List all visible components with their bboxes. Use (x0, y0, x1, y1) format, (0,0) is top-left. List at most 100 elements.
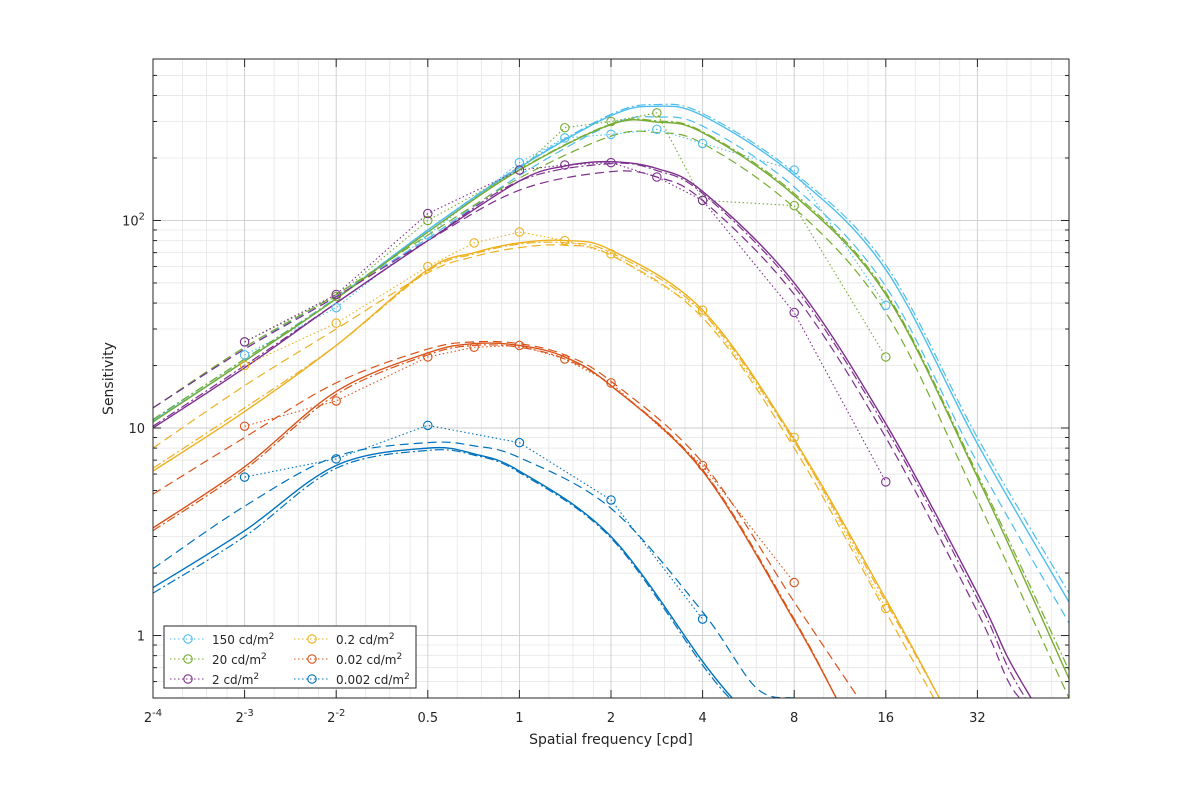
x-tick-label: 2-4 (144, 708, 162, 726)
series-5-model-solid-line (153, 446, 733, 698)
series-1-data-point (606, 116, 616, 127)
legend-label-3: 0.2 cd/m2 (336, 632, 395, 647)
series-4-data-point (606, 378, 616, 388)
series-5-model-dashed-line (153, 441, 795, 698)
series-3-data-point (881, 603, 891, 614)
x-tick-label: 2 (607, 711, 615, 726)
series-0-data-point (652, 124, 662, 135)
legend-marker-3 (307, 634, 317, 644)
y-tick-label: 102 (122, 211, 145, 229)
legend-marker-4 (307, 654, 317, 664)
series-5-model-dashdot-line (153, 449, 730, 698)
series-1-model-dashdot-line (153, 118, 1069, 671)
x-tick-label: 4 (698, 711, 706, 726)
series-2-data-point (514, 165, 525, 175)
series-2-measured-line (244, 162, 887, 483)
series-2-data-point (239, 337, 250, 347)
series-5-data-point (606, 495, 616, 505)
series-2-data-point (423, 208, 433, 219)
series-0-data-point (423, 230, 433, 240)
x-axis-label: Spatial frequency [cpd] (529, 732, 693, 748)
y-axis-label: Sensitivity (101, 342, 117, 415)
series-4-data-point (423, 352, 433, 362)
series-4-data-point (514, 340, 525, 351)
x-tick-label: 2-3 (235, 708, 253, 726)
series-5-measured-line (244, 424, 704, 620)
series-0-data-point (606, 129, 616, 140)
series-3-model-dashed-line (153, 244, 935, 698)
series-0-data-point (331, 302, 341, 313)
series-0-model-dashdot-line (153, 103, 1069, 594)
series-1-model-dashed-line (153, 130, 1069, 698)
legend-label-4: 0.02 cd/m2 (336, 652, 402, 667)
legend-label-5: 0.002 cd/m2 (336, 672, 410, 687)
series-3-data-point (514, 227, 525, 237)
series-1-data-point (423, 215, 433, 226)
series-2-data-point (331, 289, 341, 300)
series-3-data-point (239, 360, 250, 371)
grid (152, 59, 1069, 698)
series-4-data-point (331, 396, 341, 406)
series-5-data-point (239, 472, 250, 482)
series-2-data-point (560, 160, 570, 170)
series-0-data-point (789, 165, 799, 175)
series-4-model-dashdot-line (153, 344, 837, 698)
axis-ticks (152, 58, 1069, 699)
x-tick-label: 2-2 (327, 708, 345, 726)
series-0-data-point (514, 157, 525, 168)
series-3-data-point (423, 261, 433, 272)
legend-label-0: 150 cd/m2 (212, 632, 274, 647)
series-4-data-point (697, 460, 708, 471)
series-4-model-dashed-line (153, 340, 859, 698)
series-4-data-point (560, 354, 570, 364)
series-3-data-point (606, 249, 616, 259)
x-tick-label: 32 (969, 711, 986, 726)
series-2-data-point (881, 477, 891, 487)
legend: 150 cd/m2 20 cd/m2 2 cd/m2 0.2 cd/m2 0.02 cd… (163, 625, 417, 689)
series-4-data-point (239, 421, 250, 431)
series-1-data-point (789, 200, 799, 211)
legend-box (163, 625, 417, 689)
axis-tick-labels: 2-4 2-3 2-2 0.5 1 2 4 8 16 32 1 10 102 (122, 211, 986, 726)
legend-label-1: 20 cd/m2 (212, 652, 267, 667)
series-1-data-point (560, 122, 570, 133)
series-1-data-point (881, 352, 891, 362)
x-tick-label: 8 (790, 711, 798, 726)
series-3-data-point (789, 432, 799, 443)
legend-label-2: 2 cd/m2 (212, 672, 259, 687)
measured-markers (239, 108, 891, 624)
series-3-model-dashdot-line (153, 241, 940, 698)
x-tick-label: 16 (878, 711, 895, 726)
series-2-model-dashdot-line (153, 162, 1026, 698)
series-0-model-dashed-line (153, 116, 1069, 624)
series-2-model-dashed-line (153, 170, 1020, 698)
series-5-data-point (514, 437, 525, 448)
series-4-data-point (469, 342, 479, 352)
y-tick-label: 10 (128, 422, 145, 437)
series-1-data-point (652, 108, 662, 118)
series-2-data-point (789, 307, 799, 318)
series-0-data-point (697, 138, 708, 149)
series-2-data-point (697, 195, 708, 206)
series-5-data-point (331, 454, 341, 464)
series-4-measured-line (244, 344, 795, 583)
legend-marker-2 (183, 674, 193, 684)
series-0-data-point (560, 133, 570, 143)
series-0-data-point (881, 300, 891, 311)
legend-marker-0 (183, 634, 193, 644)
series-3-data-point (697, 305, 708, 315)
series-5-data-point (697, 614, 708, 624)
series-lines (153, 103, 1069, 698)
x-tick-label: 1 (515, 711, 523, 726)
series-3-data-point (469, 238, 479, 248)
series-2-data-point (652, 172, 662, 182)
series-2-data-point (606, 157, 616, 168)
series-5-data-point (423, 420, 433, 431)
series-0-data-point (239, 350, 250, 360)
series-3-data-point (331, 318, 341, 328)
legend-marker-5 (307, 674, 317, 684)
y-tick-label: 1 (137, 630, 145, 645)
legend-marker-1 (183, 654, 193, 664)
x-tick-label: 0.5 (417, 711, 438, 726)
